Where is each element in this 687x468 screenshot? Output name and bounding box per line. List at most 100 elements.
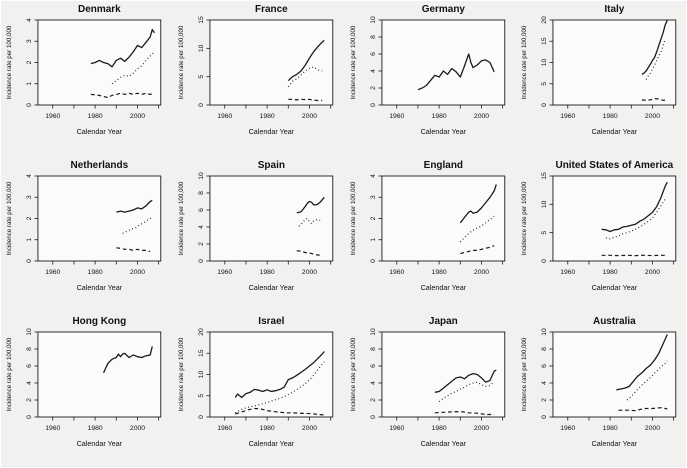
y-tick-label: 2 — [369, 398, 376, 402]
chart-title: England — [423, 160, 462, 171]
chart-canvas: Denmark Incidence rate per 100,000 Calenda… — [6, 4, 162, 136]
y-tick-label: 6 — [369, 364, 376, 368]
x-tick-label: 1960 — [389, 269, 404, 276]
series-dotted — [438, 380, 495, 403]
y-tick-label: 4 — [369, 174, 376, 178]
chart-title: Israel — [258, 316, 284, 327]
y-tick-label: 1 — [26, 82, 33, 86]
y-tick-label: 8 — [198, 191, 205, 195]
x-tick-label: 1960 — [217, 113, 232, 120]
chart-canvas: Germany Incidence rate per 100,000 Calenda… — [349, 4, 505, 136]
series-dotted — [605, 198, 666, 240]
y-tick-label: 8 — [369, 35, 376, 39]
chart-japan: Japan Incidence rate per 100,000 Calendar … — [344, 312, 516, 468]
series-dashed — [618, 407, 668, 412]
y-tick-label: 10 — [369, 16, 376, 24]
y-tick-label: 0 — [198, 259, 205, 263]
y-tick-label: 1 — [369, 238, 376, 242]
y-tick-label: 3 — [26, 39, 33, 43]
x-axis-label: Calendar Year — [592, 283, 638, 292]
y-tick-label: 5 — [198, 75, 205, 79]
y-tick-label: 0 — [26, 259, 33, 263]
series-dashed — [116, 247, 151, 252]
y-axis-label: Incidence rate per 100,000 — [178, 337, 185, 411]
y-tick-label: 15 — [541, 37, 548, 45]
chart-title: Australia — [593, 316, 636, 327]
x-tick-label: 1980 — [603, 113, 618, 120]
series-dashed — [90, 92, 155, 99]
y-tick-label: 6 — [541, 364, 548, 368]
y-tick-label: 15 — [198, 349, 205, 357]
x-axis-label: Calendar Year — [420, 127, 466, 136]
x-tick-label: 1960 — [560, 425, 575, 432]
y-axis-label: Incidence rate per 100,000 — [178, 181, 185, 255]
x-tick-label: 1960 — [389, 113, 404, 120]
y-tick-label: 3 — [369, 195, 376, 199]
y-axis-label: Incidence rate per 100,000 — [521, 181, 528, 255]
x-axis-label: Calendar Year — [248, 439, 294, 448]
y-tick-label: 0 — [541, 259, 548, 263]
y-tick-label: 3 — [26, 195, 33, 199]
y-tick-label: 20 — [541, 16, 548, 24]
chart-netherlands: Netherlands Incidence rate per 100,000 Cal… — [0, 156, 172, 312]
chart-canvas: Japan Incidence rate per 100,000 Calendar … — [349, 316, 505, 448]
series-solid — [116, 199, 153, 213]
x-tick-label: 2000 — [302, 269, 317, 276]
chart-england: England Incidence rate per 100,000 Calenda… — [344, 156, 516, 312]
x-tick-label: 1960 — [389, 425, 404, 432]
plot-area — [380, 331, 505, 418]
chart-title: Denmark — [78, 4, 121, 15]
x-tick-label: 2000 — [473, 425, 488, 432]
plot-area — [380, 19, 505, 106]
series-dashed — [459, 245, 494, 255]
x-tick-label: 1960 — [45, 425, 60, 432]
y-tick-label: 2 — [26, 216, 33, 220]
x-tick-label: 2000 — [645, 113, 660, 120]
x-tick-label: 1960 — [560, 269, 575, 276]
plot-area — [37, 19, 162, 106]
y-tick-label: 2 — [26, 60, 33, 64]
series-solid — [641, 19, 669, 75]
chart-italy: Italy Incidence rate per 100,000 Calendar … — [515, 0, 687, 156]
y-tick-label: 4 — [369, 381, 376, 385]
series-solid — [296, 196, 325, 214]
y-axis-label: Incidence rate per 100,000 — [349, 337, 356, 411]
y-tick-label: 2 — [369, 86, 376, 90]
y-axis-label: Incidence rate per 100,000 — [178, 25, 185, 99]
chart-australia: Australia Incidence rate per 100,000 Calen… — [515, 312, 687, 468]
y-tick-label: 8 — [26, 347, 33, 351]
x-tick-label: 1960 — [45, 113, 60, 120]
y-tick-label: 10 — [541, 58, 548, 66]
series-solid — [102, 346, 153, 374]
chart-denmark: Denmark Incidence rate per 100,000 Calenda… — [0, 0, 172, 156]
x-tick-label: 2000 — [130, 113, 145, 120]
series-dashed — [296, 250, 323, 257]
plot-area — [209, 331, 333, 418]
y-tick-label: 0 — [198, 103, 205, 107]
x-tick-label: 1960 — [217, 425, 232, 432]
y-tick-label: 2 — [198, 242, 205, 246]
chart-title: Japan — [428, 316, 457, 327]
chart-canvas: Hong Kong Incidence rate per 100,000 Calen… — [6, 316, 162, 448]
y-tick-label: 4 — [26, 18, 33, 22]
y-tick-label: 10 — [541, 328, 548, 336]
series-dotted — [298, 217, 321, 227]
y-tick-label: 0 — [26, 103, 33, 107]
plot-area — [37, 175, 162, 262]
y-tick-label: 10 — [369, 328, 376, 336]
x-tick-label: 2000 — [302, 113, 317, 120]
series-dashed — [234, 407, 325, 416]
plot-area — [552, 19, 677, 106]
y-tick-label: 8 — [541, 347, 548, 351]
x-tick-label: 1960 — [217, 269, 232, 276]
chart-title: United States of America — [556, 160, 674, 171]
series-solid — [287, 39, 325, 82]
y-tick-label: 10 — [198, 44, 205, 52]
y-tick-label: 10 — [26, 328, 33, 336]
x-axis-label: Calendar Year — [420, 283, 466, 292]
plot-area — [552, 331, 677, 418]
plot-area — [209, 19, 333, 106]
x-tick-label: 1980 — [431, 425, 446, 432]
x-tick-label: 1980 — [88, 269, 103, 276]
